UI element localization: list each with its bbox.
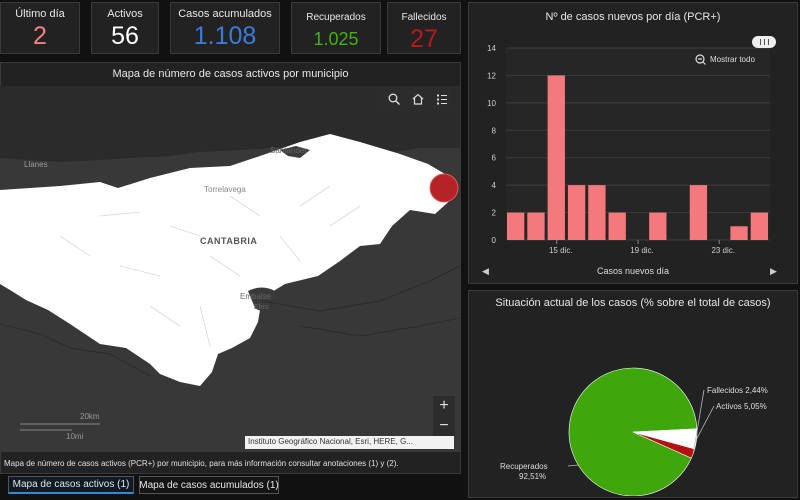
zoom-out-button[interactable]: −: [433, 416, 455, 436]
search-button[interactable]: [383, 88, 405, 110]
bar: [608, 212, 626, 240]
stat-ultimo-dia: Último día 2: [0, 2, 80, 54]
x-tick-label: 19 dic.: [630, 246, 654, 255]
show-all-label: Mostrar todo: [710, 55, 755, 64]
bar: [750, 212, 768, 240]
x-tick-label: 23 dic.: [711, 246, 735, 255]
leader-line-fallecidos: [692, 389, 705, 454]
map-label-ebro: Ebro: [254, 304, 269, 311]
bar: [730, 226, 748, 240]
map-canvas: [0, 86, 460, 452]
stat-label: Recuperados: [306, 12, 366, 23]
stat-acumulados: Casos acumulados 1.108: [170, 2, 280, 54]
stat-value: 27: [410, 25, 438, 53]
prev-button[interactable]: ◀: [482, 266, 489, 276]
grip-icon: [763, 39, 765, 45]
zoom-out-icon: [695, 54, 706, 65]
stat-label: Casos acumulados: [178, 8, 272, 20]
pie-label-fallecidos: Fallecidos 2,44%: [707, 386, 768, 395]
grip-icon: [759, 39, 761, 45]
stat-value: 56: [111, 22, 139, 50]
stat-label: Activos: [107, 8, 143, 20]
map-view[interactable]: Llanes Santander Torrelavega CANTABRIA E…: [0, 86, 460, 452]
y-tick-label: 2: [492, 209, 497, 218]
tab-mapa-casos-activos[interactable]: Mapa de casos activos (1): [8, 476, 134, 494]
plot-area: [506, 48, 770, 240]
stat-value: 2: [33, 22, 47, 50]
y-tick-label: 4: [492, 181, 497, 190]
chart-scroll-handle[interactable]: [752, 36, 776, 48]
x-tick-label: 15 dic.: [549, 246, 573, 255]
show-all-button[interactable]: Mostrar todo: [695, 54, 755, 65]
bar: [527, 212, 545, 240]
map-label-llanes: Llanes: [24, 160, 48, 169]
pie-chart: [567, 367, 715, 496]
y-tick-label: 14: [487, 44, 496, 53]
list-icon: [437, 94, 447, 105]
bar: [567, 185, 586, 240]
scale-mi: 10mi: [66, 432, 84, 441]
stat-activos: Activos 56: [91, 2, 159, 54]
home-icon: [412, 93, 424, 105]
home-button[interactable]: [407, 88, 429, 110]
bar-chart-title: Nº de casos nuevos por día (PCR+): [545, 11, 721, 23]
stat-fallecidos: Fallecidos 27: [387, 2, 461, 54]
bar: [689, 185, 708, 240]
pie-label-activos: Activos 5,05%: [716, 402, 767, 411]
map-label-santander: Santander: [270, 146, 307, 155]
leader-line-activos: [696, 405, 715, 440]
y-tick-label: 8: [492, 126, 497, 135]
grip-icon: [767, 39, 769, 45]
search-icon: [388, 93, 400, 105]
stat-recuperados: Recuperados 1.025: [291, 2, 381, 54]
bar: [507, 212, 525, 240]
map-attribution[interactable]: Instituto Geográfico Nacional, Esri, HER…: [245, 436, 454, 449]
bar-chart: 0 2 4 6 8 10 12 14 15 dic. 19 dic. 23 dic.: [487, 44, 770, 255]
y-tick-label: 12: [487, 71, 496, 80]
scale-km: 20km: [80, 412, 100, 421]
pie-label-recuperados: Recuperados: [500, 462, 548, 471]
pie-chart-title: Situación actual de los casos (% sobre e…: [495, 297, 771, 309]
bar: [649, 212, 667, 240]
stat-value: 1.108: [193, 22, 257, 50]
zoom-in-button[interactable]: +: [433, 396, 455, 416]
map-label-embalse: Embalse: [240, 292, 272, 301]
y-tick-label: 0: [492, 236, 497, 245]
stat-label: Último día: [15, 8, 65, 20]
bar-chart-footer: Casos nuevos día: [596, 266, 670, 276]
next-button[interactable]: ▶: [770, 266, 777, 276]
map-label-torrelavega: Torrelavega: [204, 185, 246, 194]
y-tick-label: 10: [487, 99, 496, 108]
tab-mapa-casos-acumulados[interactable]: Mapa de casos acumulados (1): [139, 476, 279, 494]
pie-label-recuperados-pct: 92,51%: [519, 472, 547, 481]
legend-button[interactable]: [431, 88, 453, 110]
map-title: Mapa de número de casos activos por muni…: [112, 68, 349, 80]
map-label-cantabria: CANTABRIA: [200, 236, 258, 246]
stat-value: 1.025: [313, 29, 359, 49]
map-footer: Mapa de número de casos activos (PCR+) p…: [4, 459, 399, 468]
leader-line-recuperados: [567, 464, 579, 467]
y-tick-label: 6: [492, 154, 497, 163]
bar: [547, 75, 565, 240]
stat-label: Fallecidos: [401, 12, 447, 23]
bar: [588, 185, 606, 240]
